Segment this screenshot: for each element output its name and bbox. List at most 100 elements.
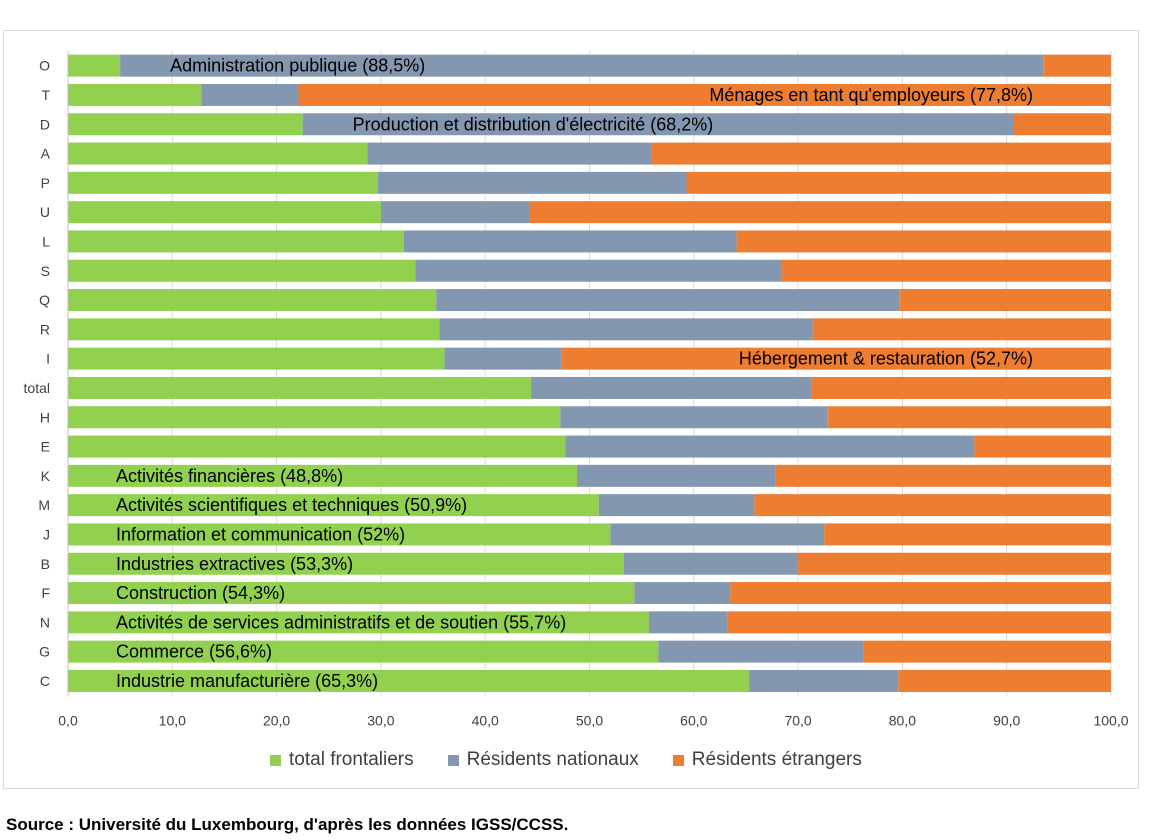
bar-A-series-2 [651, 142, 1111, 165]
bar-S-series-0 [68, 259, 416, 282]
annotation-label: Administration publique (88,5%) [170, 56, 425, 76]
legend-item-residents-etrangers: Résidents étrangers [672, 749, 862, 771]
x-tick-label: 20,0 [263, 713, 290, 729]
category-label: U [40, 204, 50, 220]
category-label: K [41, 468, 51, 484]
annotation-label: Commerce (56,6%) [116, 642, 272, 662]
bar-B-series-1 [623, 552, 799, 575]
bar-Q-series-0 [68, 289, 437, 312]
bar-L-series-1 [403, 230, 737, 253]
category-label: C [40, 673, 50, 689]
category-label: L [42, 233, 50, 249]
bar-G-series-2 [863, 640, 1111, 663]
bar-R-series-0 [68, 318, 440, 341]
x-tick-label: 60,0 [680, 713, 707, 729]
bar-P-series-0 [68, 171, 378, 194]
category-label: total [24, 380, 50, 396]
category-label: P [41, 175, 50, 191]
bar-M-series-2 [754, 494, 1111, 517]
annotation-label: Activités financières (48,8%) [116, 466, 343, 486]
bar-total-series-1 [531, 376, 812, 399]
category-label: E [41, 439, 50, 455]
bar-G-series-1 [658, 640, 864, 663]
legend-label-frontaliers: total frontaliers [289, 749, 414, 770]
bar-U-series-0 [68, 201, 381, 224]
bar-S-series-2 [781, 259, 1111, 282]
bar-T-series-1 [201, 83, 299, 106]
annotation-label: Information et communication (52%) [116, 524, 405, 544]
category-label: B [41, 556, 50, 572]
bar-J-series-0 [68, 523, 611, 546]
legend-item-frontaliers: total frontaliers [270, 749, 414, 771]
legend-swatch-frontaliers [270, 754, 281, 766]
bar-A-series-0 [68, 142, 368, 165]
category-label: S [41, 263, 50, 279]
bar-J-series-2 [824, 523, 1111, 546]
annotation-label: Industrie manufacturière (65,3%) [116, 671, 378, 691]
legend-swatch-residents-nationaux [447, 754, 459, 766]
source-note: Source : Université du Luxembourg, d'apr… [6, 815, 569, 834]
bar-H-series-0 [68, 406, 561, 429]
bar-B-series-0 [68, 552, 624, 575]
bar-N-series-1 [648, 611, 728, 634]
bar-R-series-1 [439, 318, 813, 341]
bar-I-series-2 [561, 347, 1111, 370]
category-label: R [40, 321, 50, 337]
bar-total-series-2 [811, 376, 1111, 399]
annotation-label: Construction (54,3%) [116, 583, 285, 603]
legend-label-residents-etrangers: Résidents étrangers [691, 749, 862, 770]
category-label: A [41, 146, 51, 162]
bar-D-series-0 [68, 113, 303, 136]
bar-E-series-1 [565, 435, 975, 458]
x-tick-label: 0,0 [58, 713, 78, 729]
bar-E-series-2 [974, 435, 1111, 458]
bar-I-series-0 [68, 347, 445, 370]
bar-O-series-1 [120, 54, 1044, 77]
category-label: M [38, 497, 50, 513]
bar-I-series-1 [444, 347, 562, 370]
bar-K-series-2 [775, 464, 1111, 487]
bar-K-series-1 [576, 464, 776, 487]
bar-C-series-0 [68, 669, 750, 692]
category-label: T [41, 87, 50, 103]
x-tick-label: 80,0 [889, 713, 916, 729]
bar-total-series-0 [68, 376, 532, 399]
x-tick-label: 40,0 [472, 713, 499, 729]
bar-N-series-0 [68, 611, 649, 634]
legend-label-residents-nationaux: Résidents nationaux [466, 749, 639, 770]
bar-P-series-1 [377, 171, 687, 194]
bar-T-series-2 [298, 83, 1111, 106]
bar-F-series-2 [730, 582, 1111, 605]
bar-C-series-2 [898, 669, 1111, 692]
bar-K-series-0 [68, 464, 577, 487]
bar-Q-series-2 [899, 289, 1111, 312]
annotation-label: Activités scientifiques et techniques (5… [116, 495, 467, 515]
bar-H-series-1 [560, 406, 828, 429]
bar-A-series-1 [367, 142, 652, 165]
legend-swatch-residents-etrangers [672, 754, 684, 766]
category-label: D [40, 116, 50, 132]
annotation-label: Production et distribution d'électricité… [353, 114, 714, 134]
x-tick-label: 100,0 [1093, 713, 1128, 729]
bar-M-series-1 [598, 494, 755, 517]
category-label: H [40, 409, 50, 425]
bar-J-series-1 [610, 523, 825, 546]
bar-L-series-2 [736, 230, 1111, 253]
bar-S-series-1 [415, 259, 782, 282]
category-label: G [39, 644, 50, 660]
bar-L-series-0 [68, 230, 404, 253]
bar-U-series-2 [530, 201, 1111, 224]
annotation-label: Hébergement & restauration (52,7%) [739, 349, 1033, 369]
bar-O-series-2 [1043, 54, 1111, 77]
annotation-label: Industries extractives (53,3%) [116, 554, 353, 574]
bar-Q-series-1 [436, 289, 900, 312]
category-label: I [46, 351, 50, 367]
bar-H-series-2 [827, 406, 1111, 429]
bar-D-series-1 [302, 113, 1015, 136]
category-label: F [41, 585, 50, 601]
x-tick-label: 10,0 [159, 713, 186, 729]
category-label: N [40, 614, 50, 630]
legend: total frontaliers Résidents nationaux Ré… [270, 748, 896, 772]
bar-F-series-0 [68, 582, 635, 605]
